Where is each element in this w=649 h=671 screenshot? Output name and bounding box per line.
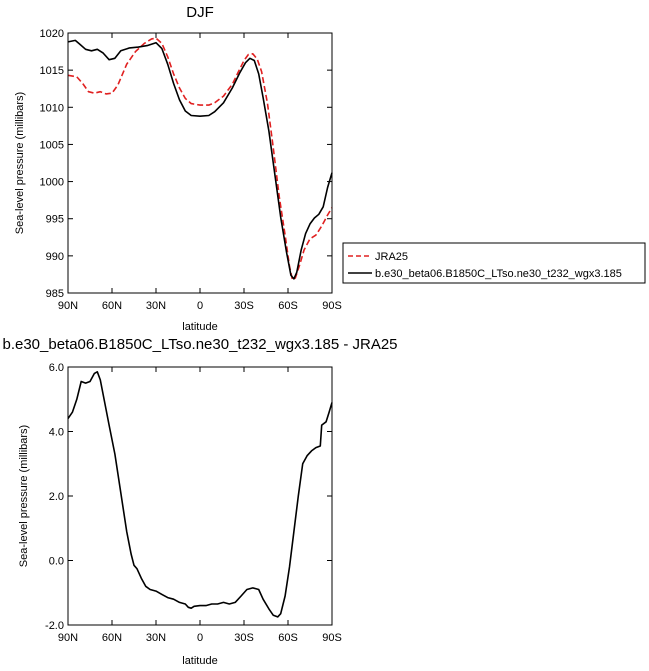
x-tick-label: 30N [146,632,166,644]
legend-box [342,242,646,284]
y-axis: -2.0 0.0 2.0 4.0 6.0 [45,362,332,632]
y-tick-label: 1020 [40,28,64,40]
y-tick-label: 4.0 [49,427,64,439]
x-tick-label: 30S [234,300,254,312]
plot-frame [67,32,333,294]
x-axis-label: latitude [182,655,217,667]
series-group [67,37,333,281]
bottom-panel: b.e30_beta06.B1850C_LTso.ne30_t232_wgx3.… [2,336,397,667]
y-tick-label: 1015 [40,65,64,77]
legend-label-jra25: JRA25 [375,251,408,263]
x-tick-label: 0 [197,632,203,644]
y-axis-label: Sea-level pressure (millibars) [18,425,30,567]
x-tick-label: 90N [58,300,78,312]
y-tick-label: -2.0 [45,620,64,632]
y-tick-label: 2.0 [49,491,64,503]
x-tick-label: 60S [278,300,298,312]
series-group [67,371,333,618]
y-axis-label: Sea-level pressure (millibars) [14,92,26,234]
plot-frame [67,366,333,626]
legend-label-model: b.e30_beta06.B1850C_LTso.ne30_t232_wgx3.… [375,268,622,280]
chart-title: DJF [186,4,214,21]
x-axis-label: latitude [182,321,217,333]
x-tick-label: 90S [322,632,342,644]
x-tick-label: 60N [102,300,122,312]
x-tick-label: 90N [58,632,78,644]
top-panel: DJF 90N 60N 30N 0 30S 60S 90S 985 990 995 1000 100… [14,4,646,333]
x-tick-label: 30S [234,632,254,644]
y-tick-label: 6.0 [49,362,64,374]
series-line-0 [67,371,333,618]
y-tick-label: 1000 [40,177,64,189]
series-line-jra25 [67,37,333,281]
y-tick-label: 995 [46,214,64,226]
x-tick-label: 90S [322,300,342,312]
legend: JRA25 b.e30_beta06.B1850C_LTso.ne30_t232… [342,242,646,284]
x-tick-label: 30N [146,300,166,312]
y-tick-label: 1005 [40,139,64,151]
x-tick-label: 60S [278,632,298,644]
y-tick-label: 985 [46,288,64,300]
chart-title: b.e30_beta06.B1850C_LTso.ne30_t232_wgx3.… [2,336,397,353]
x-tick-label: 0 [197,300,203,312]
x-axis: 90N 60N 30N 0 30S 60S 90S [58,367,342,644]
y-tick-label: 1010 [40,102,64,114]
y-tick-label: 990 [46,251,64,263]
series-line-b-e30-beta06-b1850c-ltso-ne30-t232-wgx3-185 [67,39,333,280]
y-tick-label: 0.0 [49,556,64,568]
y-axis: 985 990 995 1000 1005 1010 1015 1020 [40,28,332,300]
x-axis: 90N 60N 30N 0 30S 60S 90S [58,33,342,312]
x-tick-label: 60N [102,632,122,644]
